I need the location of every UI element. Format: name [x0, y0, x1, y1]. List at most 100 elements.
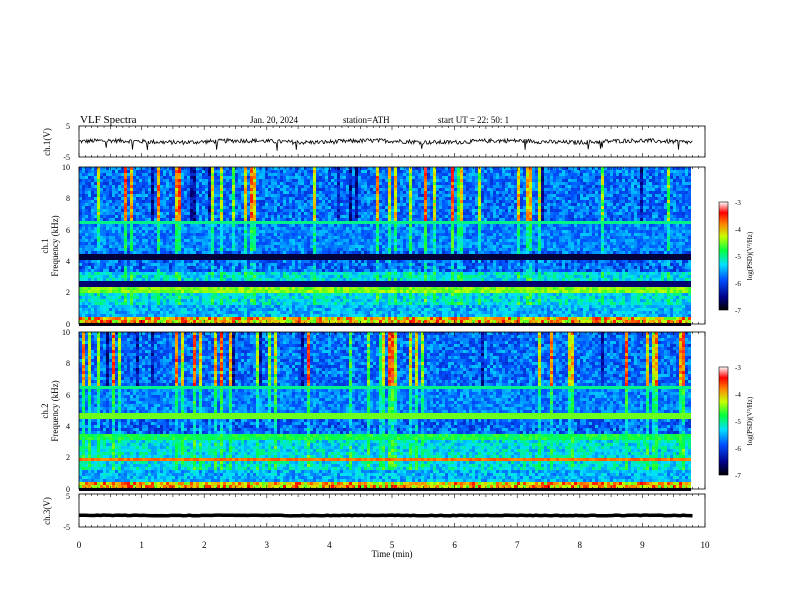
spectrogram-cell: [496, 176, 499, 179]
spectrogram-cell: [637, 215, 640, 218]
spectrogram-cell: [268, 227, 271, 230]
spectrogram-cell: [109, 194, 112, 197]
spectrogram-cell: [313, 203, 316, 206]
spectrogram-cell: [97, 212, 100, 215]
spectrogram-cell: [541, 173, 544, 176]
spectrogram-cell: [568, 203, 571, 206]
spectrogram-cell: [361, 224, 364, 227]
spectrogram-cell: [373, 170, 376, 173]
spectrogram-cell: [316, 200, 319, 203]
spectrogram-cell: [268, 236, 271, 239]
spectrogram-cell: [295, 191, 298, 194]
spectrogram-cell: [202, 236, 205, 239]
spectrogram-cell: [553, 185, 556, 188]
spectrogram-cell: [682, 212, 685, 215]
spectrogram-cell: [310, 182, 313, 185]
spectrogram-cell: [388, 221, 391, 224]
spectrogram-cell: [103, 206, 106, 209]
spectrogram-cell: [115, 191, 118, 194]
spectrogram-cell: [292, 200, 295, 203]
spectrogram-cell: [400, 227, 403, 230]
spectrogram-cell: [109, 209, 112, 212]
spectrogram-cell: [568, 227, 571, 230]
spectrogram-cell: [550, 212, 553, 215]
spectrogram-cell: [475, 221, 478, 224]
spectrogram-cell: [520, 191, 523, 194]
spectrogram-cell: [313, 194, 316, 197]
spectrogram-cell: [616, 218, 619, 221]
spectrogram-cell: [223, 224, 226, 227]
spectrogram-cell: [658, 209, 661, 212]
spectrogram-cell: [229, 185, 232, 188]
spectrogram-cell: [118, 218, 121, 221]
spectrogram-cell: [307, 203, 310, 206]
spectrogram-cell: [151, 194, 154, 197]
spectrogram-cell: [358, 233, 361, 236]
spectrogram-cell: [196, 194, 199, 197]
spectrogram-cell: [451, 233, 454, 236]
spectrogram-cell: [334, 227, 337, 230]
spectrogram-cell: [211, 221, 214, 224]
spectrogram-cell: [271, 212, 274, 215]
spectrogram-cell: [448, 194, 451, 197]
spectrogram-cell: [613, 209, 616, 212]
spectrogram-cell: [595, 179, 598, 182]
spectrogram-cell: [241, 233, 244, 236]
spectrogram-cell: [412, 167, 415, 170]
spectrogram-cell: [622, 188, 625, 191]
spectrogram-cell: [256, 215, 259, 218]
spectrogram-cell: [199, 167, 202, 170]
spectrogram-cell: [397, 212, 400, 215]
spectrogram-cell: [478, 200, 481, 203]
spectrogram-cell: [154, 221, 157, 224]
spectrogram-cell: [118, 209, 121, 212]
spectrogram-cell: [598, 185, 601, 188]
spectrogram-cell: [346, 170, 349, 173]
spectrogram-cell: [490, 194, 493, 197]
spectrogram-cell: [538, 176, 541, 179]
spectrogram-cell: [130, 218, 133, 221]
spectrogram-cell: [88, 236, 91, 239]
spectrogram-cell: [469, 209, 472, 212]
spectrogram-cell: [349, 185, 352, 188]
spectrogram-cell: [403, 176, 406, 179]
spectrogram-cell: [118, 182, 121, 185]
spectrogram-cell: [607, 176, 610, 179]
spectrogram-cell: [631, 200, 634, 203]
spectrogram-cell: [655, 170, 658, 173]
spectrogram-cell: [601, 197, 604, 200]
spectrogram-cell: [490, 197, 493, 200]
spectrogram-cell: [223, 185, 226, 188]
spectrogram-cell: [664, 200, 667, 203]
spectrogram-cell: [82, 173, 85, 176]
spectrogram-cell: [589, 227, 592, 230]
spectrogram-cell: [466, 215, 469, 218]
spectrogram-cell: [556, 167, 559, 170]
spectrogram-cell: [379, 182, 382, 185]
spectrogram-cell: [514, 215, 517, 218]
spectrogram-cell: [178, 197, 181, 200]
spectrogram-cell: [136, 167, 139, 170]
spectrogram-cell: [397, 209, 400, 212]
spectrogram-cell: [436, 182, 439, 185]
spectrogram-cell: [331, 218, 334, 221]
spectrogram-cell: [439, 173, 442, 176]
spectrogram-cell: [565, 170, 568, 173]
spectrogram-cell: [229, 176, 232, 179]
spectrogram-cell: [568, 188, 571, 191]
spectrogram-cell: [130, 191, 133, 194]
spectrogram-cell: [115, 221, 118, 224]
spectrogram-cell: [406, 209, 409, 212]
spectrogram-cell: [109, 182, 112, 185]
spectrogram-cell: [349, 188, 352, 191]
spectrogram-cell: [448, 233, 451, 236]
spectrogram-cell: [460, 206, 463, 209]
spectrogram-cell: [595, 212, 598, 215]
spectrogram-cell: [187, 167, 190, 170]
spectrogram-cell: [265, 176, 268, 179]
spectrogram-cell: [274, 218, 277, 221]
spectrogram-cell: [190, 182, 193, 185]
spectrogram-cell: [298, 194, 301, 197]
spectrogram-cell: [625, 176, 628, 179]
spectrogram-cell: [451, 167, 454, 170]
